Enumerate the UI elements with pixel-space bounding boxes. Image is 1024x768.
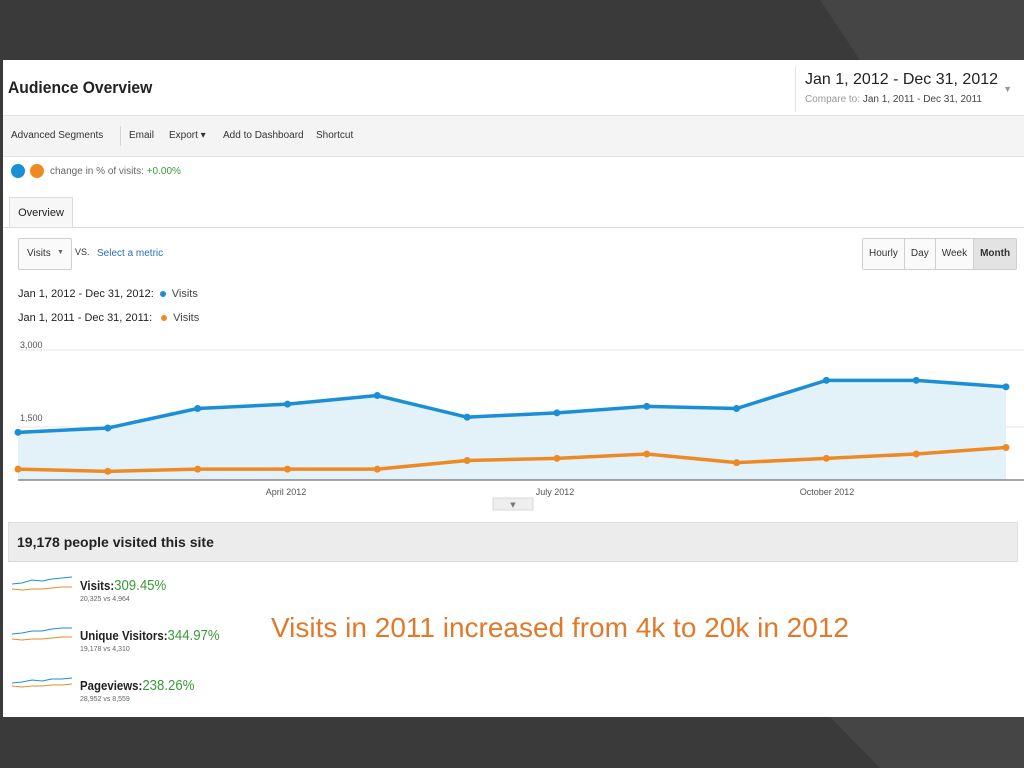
legend-bullet-icon (159, 290, 166, 297)
stat-label: Pageviews:238.26% (80, 677, 194, 694)
chevron-down-icon: ▼ (1003, 84, 1012, 94)
series-1-point-4 (373, 465, 381, 473)
metric-select[interactable]: Visits ▼ (18, 238, 72, 270)
series-0-point-11 (1002, 383, 1010, 391)
date-range-main: Jan 1, 2012 - Dec 31, 2012 (805, 71, 999, 88)
stat-pageviews[interactable]: Pageviews:238.26% 28,952 vs 8,559 (12, 674, 272, 710)
series-1-point-6 (553, 454, 561, 462)
series-area-0 (18, 380, 1006, 480)
series-1-point-8 (733, 459, 741, 467)
tab-overview[interactable]: Overview (9, 197, 73, 228)
chevron-down-icon: ▼ (510, 501, 516, 509)
stat-unique-visitors[interactable]: Unique Visitors:344.97% 19,178 vs 4,310 (12, 624, 272, 660)
y-tick-label: 3,000 (20, 340, 43, 350)
series-0-point-10 (912, 376, 920, 384)
stat-label: Visits:309.45% (80, 577, 166, 594)
stat-name: Unique Visitors: (80, 628, 168, 643)
series-0-point-7 (643, 402, 651, 410)
sparkline-icon (12, 576, 72, 591)
segment-compare-icon[interactable] (30, 164, 44, 178)
add-to-dashboard-button[interactable]: Add to Dashboard (223, 130, 304, 141)
compare-value: Jan 1, 2011 - Dec 31, 2011 (862, 94, 982, 105)
export-button[interactable]: Export ▾ (169, 130, 206, 141)
metric-select-value: Visits (27, 248, 51, 259)
series-0-point-0 (14, 428, 22, 436)
x-tick-label: October 2012 (800, 487, 855, 497)
summary-title: 19,178 people visited this site (17, 534, 214, 550)
toolbar-divider (120, 126, 121, 146)
sparkline-icon (12, 677, 72, 688)
x-tick-label: July 2012 (536, 487, 575, 497)
stat-pct: 309.45% (114, 577, 167, 594)
change-summary: change in % of visits: +0.00% (50, 166, 181, 177)
chart-expand-handle[interactable] (492, 497, 534, 511)
date-compare: Compare to: Jan 1, 2011 - Dec 31, 2011 (805, 94, 982, 105)
compare-label: Compare to: (805, 94, 861, 105)
sparkline-icon (12, 627, 72, 641)
stat-sub: 20,325 vs 4,964 (80, 596, 130, 603)
shortcut-button[interactable]: Shortcut (316, 130, 354, 141)
series-line-0 (17, 378, 1007, 435)
legend-2011: Jan 1, 2011 - Dec 31, 2011: Visits (18, 312, 199, 324)
legend-bullet-icon (161, 314, 168, 321)
series-1-point-1 (104, 467, 112, 475)
stat-sub: 28,952 vs 8,559 (80, 696, 130, 703)
change-label: change in % of visits: (50, 166, 144, 177)
series-0-point-1 (104, 424, 112, 432)
series-0-point-6 (553, 409, 561, 417)
series-0-point-4 (373, 392, 381, 399)
stat-name: Pageviews: (80, 678, 143, 693)
advanced-segments-button[interactable]: Advanced Segments (11, 130, 104, 141)
email-button[interactable]: Email (129, 130, 155, 141)
page-title: Audience Overview (8, 78, 153, 97)
vs-label: VS. (75, 247, 90, 257)
stat-pct: 238.26% (142, 677, 195, 694)
stat-label: Unique Visitors:344.97% (80, 627, 220, 644)
granularity-toggle: Hourly Day Week Month (862, 238, 1018, 270)
series-1-point-11 (1002, 444, 1010, 451)
slide-annotation: Visits in 2011 increased from 4k to 20k … (271, 612, 849, 643)
series-1-point-9 (822, 454, 830, 462)
granularity-month[interactable]: Month (974, 239, 1017, 269)
stat-name: Visits: (80, 578, 115, 593)
stat-pct: 344.97% (167, 627, 220, 644)
segment-all-visits-icon[interactable] (11, 164, 25, 178)
series-1-point-3 (283, 465, 291, 473)
change-value: +0.00% (146, 166, 181, 177)
x-tick-label: April 2012 (266, 487, 307, 497)
date-range-picker[interactable]: Jan 1, 2012 - Dec 31, 2012 Compare to: J… (795, 66, 1016, 112)
visits-chart: 3,000 1,500 April 2012 July 2012 October… (14, 340, 1024, 511)
series-1-point-0 (14, 465, 22, 473)
granularity-hourly[interactable]: Hourly (863, 239, 905, 269)
series-1-point-10 (912, 450, 920, 458)
tab-divider (3, 227, 1024, 228)
legend-2012: Jan 1, 2012 - Dec 31, 2012: Visits (18, 288, 198, 300)
series-0-point-2 (194, 405, 202, 412)
series-0-point-3 (283, 400, 291, 408)
legend-metric: Visits (171, 288, 198, 300)
legend-range: Jan 1, 2011 - Dec 31, 2011: (18, 312, 153, 324)
legend-range: Jan 1, 2012 - Dec 31, 2012: (18, 288, 154, 300)
summary-bar: 19,178 people visited this site (8, 522, 1018, 562)
toolbar: Advanced Segments Email Export ▾ Add to … (3, 115, 1024, 157)
stat-sub: 19,178 vs 4,310 (80, 646, 130, 653)
series-1-point-5 (463, 457, 471, 464)
series-0-point-5 (463, 413, 471, 421)
select-metric-link[interactable]: Select a metric (97, 248, 164, 259)
legend-metric: Visits (173, 312, 200, 324)
series-0-point-8 (733, 405, 741, 412)
granularity-day[interactable]: Day (904, 239, 936, 269)
y-tick-label: 1,500 (20, 413, 43, 423)
series-1-point-2 (194, 465, 202, 473)
stat-visits[interactable]: Visits:309.45% 20,325 vs 4,964 (12, 574, 272, 610)
chevron-down-icon: ▼ (57, 249, 64, 256)
series-1-point-7 (643, 450, 651, 458)
series-0-point-9 (822, 376, 830, 384)
series-line-1 (17, 445, 1007, 474)
granularity-week[interactable]: Week (935, 239, 975, 269)
